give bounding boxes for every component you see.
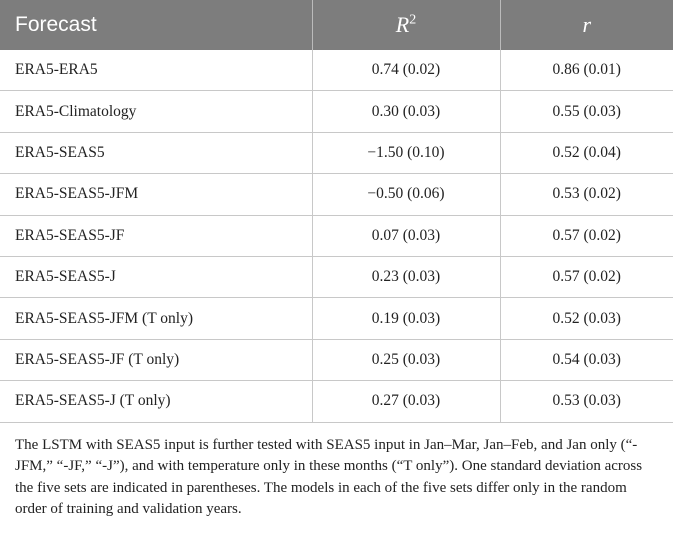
table-cell: 0.54 (0.03) xyxy=(499,339,673,382)
table-cell: 0.52 (0.03) xyxy=(499,297,673,340)
table-cell: 0.86 (0.01) xyxy=(499,50,673,92)
header-text: R xyxy=(395,12,410,37)
table-cell: ERA5-SEAS5-J xyxy=(0,256,312,299)
table-header: Forecast R2 r xyxy=(0,0,673,50)
table-cell: ERA5-SEAS5-JF xyxy=(0,215,312,257)
table-cell: ERA5-SEAS5-JFM (T only) xyxy=(0,297,312,340)
table-cell: 0.23 (0.03) xyxy=(311,256,500,299)
table-cell: ERA5-SEAS5-J (T only) xyxy=(0,380,312,423)
header-cell: R2 xyxy=(311,0,500,50)
table-cell: ERA5-SEAS5-JF (T only) xyxy=(0,339,312,382)
table-cell: 0.27 (0.03) xyxy=(311,380,500,423)
table-row: ERA5-ERA5 0.74 (0.02) 0.86 (0.01) xyxy=(0,50,673,92)
table-row: ERA5-SEAS5-JF (T only) 0.25 (0.03) 0.54 (0… xyxy=(0,339,673,382)
table-cell: 0.52 (0.04) xyxy=(499,132,673,175)
header-row: Forecast R2 r xyxy=(0,0,673,50)
table-cell: 0.55 (0.03) xyxy=(499,90,673,133)
table-cell: 0.74 (0.02) xyxy=(311,50,500,92)
table-row: ERA5-SEAS5-JFM −0.50 (0.06) 0.53 (0.02) xyxy=(0,173,673,216)
table-cell: ERA5-Climatology xyxy=(0,90,312,133)
caption: The LSTM with SEAS5 input is further tes… xyxy=(15,436,643,518)
table-row: ERA5-SEAS5 −1.50 (0.10) 0.52 (0.04) xyxy=(0,132,673,175)
table-cell: 0.07 (0.03) xyxy=(311,215,500,257)
results-table: Forecast R2 r ERA5-ERA5 0.74 (0.02) 0.86 (… xyxy=(0,0,673,423)
table-row: ERA5-SEAS5-JF 0.07 (0.03) 0.57 (0.02) xyxy=(0,215,673,257)
table-cell: 0.30 (0.03) xyxy=(311,90,500,133)
table-cell: 0.57 (0.02) xyxy=(499,215,673,257)
header-superscript: 2 xyxy=(409,12,417,28)
table-cell: −1.50 (0.10) xyxy=(311,132,500,175)
table-cell: 0.57 (0.02) xyxy=(499,256,673,299)
table-cell: −0.50 (0.06) xyxy=(311,173,500,216)
table-cell: ERA5-SEAS5-JFM xyxy=(0,173,312,216)
header-cell: Forecast xyxy=(0,0,312,50)
table-cell: 0.25 (0.03) xyxy=(311,339,500,382)
table-row: ERA5-SEAS5-J 0.23 (0.03) 0.57 (0.02) xyxy=(0,256,673,299)
table-cell: 0.53 (0.03) xyxy=(499,380,673,423)
table-body: ERA5-ERA5 0.74 (0.02) 0.86 (0.01) ERA5-Clim… xyxy=(0,50,673,423)
table-cell: ERA5-SEAS5 xyxy=(0,132,312,175)
table-cell: 0.19 (0.03) xyxy=(311,297,500,340)
table-row: ERA5-Climatology 0.30 (0.03) 0.55 (0.03) xyxy=(0,90,673,133)
table-cell: 0.53 (0.02) xyxy=(499,173,673,216)
table-cell: ERA5-ERA5 xyxy=(0,50,312,92)
table-row: ERA5-SEAS5-J (T only) 0.27 (0.03) 0.53 (0.… xyxy=(0,380,673,423)
table-row: ERA5-SEAS5-JFM (T only) 0.19 (0.03) 0.52 (… xyxy=(0,297,673,340)
header-cell: r xyxy=(499,0,673,50)
